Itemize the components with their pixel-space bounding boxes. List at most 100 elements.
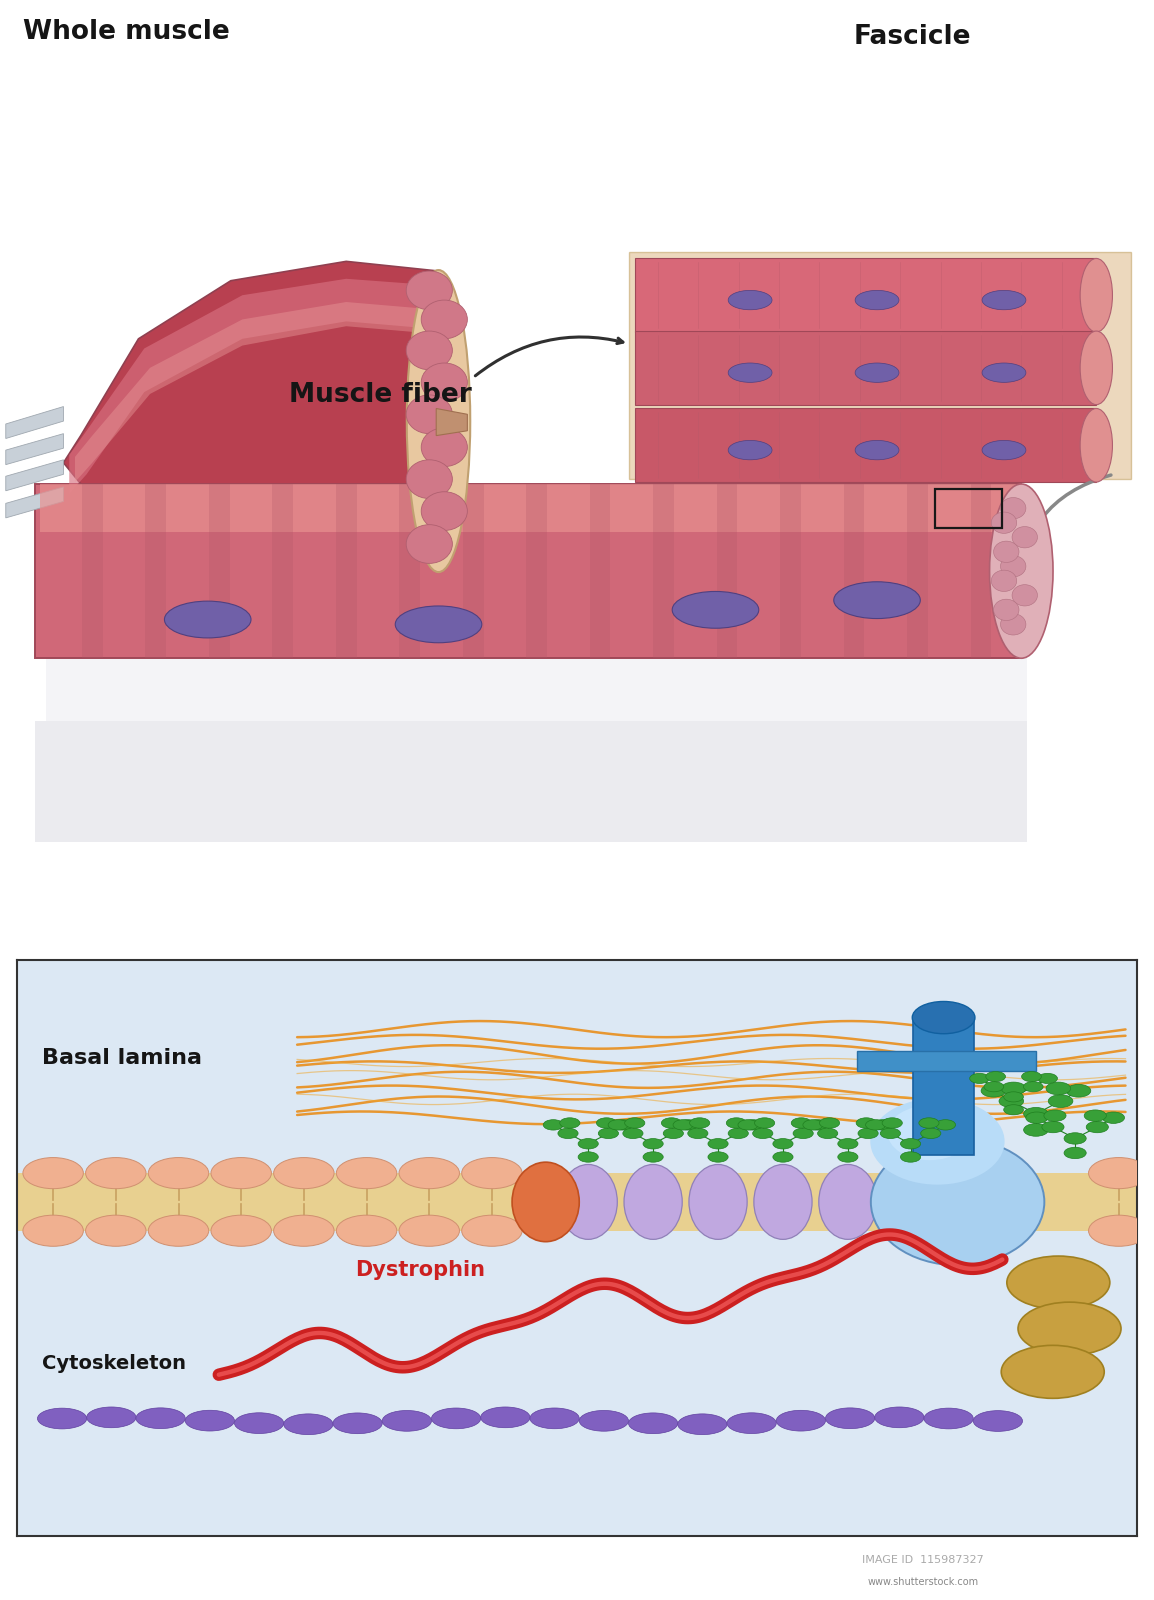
Text: Muscle fiber: Muscle fiber xyxy=(290,382,472,408)
Circle shape xyxy=(872,1120,893,1130)
Polygon shape xyxy=(913,1018,974,1155)
Circle shape xyxy=(1001,498,1026,518)
Polygon shape xyxy=(6,406,63,438)
Circle shape xyxy=(1085,1110,1107,1122)
Polygon shape xyxy=(145,483,166,658)
Circle shape xyxy=(1006,1256,1110,1309)
Ellipse shape xyxy=(855,290,899,310)
Circle shape xyxy=(882,1118,902,1128)
Circle shape xyxy=(690,1118,710,1128)
Polygon shape xyxy=(35,483,1021,658)
Circle shape xyxy=(23,1214,83,1246)
Polygon shape xyxy=(844,483,864,658)
Polygon shape xyxy=(635,259,1096,333)
Ellipse shape xyxy=(728,440,772,459)
Circle shape xyxy=(406,525,452,563)
Circle shape xyxy=(557,1128,578,1139)
Circle shape xyxy=(984,1082,1004,1091)
Circle shape xyxy=(1004,1091,1024,1102)
Circle shape xyxy=(688,1128,707,1139)
Circle shape xyxy=(598,1128,619,1139)
Circle shape xyxy=(707,1139,728,1149)
Circle shape xyxy=(1037,1074,1057,1083)
Ellipse shape xyxy=(982,290,1026,310)
Circle shape xyxy=(728,1128,748,1139)
Circle shape xyxy=(743,1120,763,1130)
Circle shape xyxy=(1018,1302,1121,1355)
Circle shape xyxy=(623,1128,643,1139)
Ellipse shape xyxy=(1080,259,1112,333)
Polygon shape xyxy=(6,434,63,464)
Polygon shape xyxy=(69,278,437,494)
Circle shape xyxy=(1012,526,1037,547)
Circle shape xyxy=(664,1128,683,1139)
Circle shape xyxy=(819,1118,840,1128)
Text: Cytoskeleton: Cytoskeleton xyxy=(42,1354,186,1373)
Circle shape xyxy=(936,1120,956,1130)
Circle shape xyxy=(921,1128,941,1139)
Text: shutterstock®: shutterstock® xyxy=(65,1560,235,1579)
Ellipse shape xyxy=(629,1413,677,1434)
Ellipse shape xyxy=(855,440,899,459)
Circle shape xyxy=(991,512,1017,533)
Ellipse shape xyxy=(624,1165,682,1240)
Text: Dystrophin: Dystrophin xyxy=(355,1259,486,1280)
Circle shape xyxy=(1026,1112,1048,1123)
Circle shape xyxy=(793,1128,814,1139)
Ellipse shape xyxy=(284,1414,334,1435)
Ellipse shape xyxy=(432,1408,481,1429)
Ellipse shape xyxy=(871,1139,1044,1266)
Ellipse shape xyxy=(334,1413,382,1434)
Circle shape xyxy=(866,1120,886,1130)
Polygon shape xyxy=(399,483,420,658)
Ellipse shape xyxy=(727,1413,777,1434)
Circle shape xyxy=(1048,1094,1073,1107)
Ellipse shape xyxy=(37,1408,87,1429)
Polygon shape xyxy=(35,722,1027,842)
Circle shape xyxy=(421,427,467,467)
Circle shape xyxy=(739,1120,758,1130)
Ellipse shape xyxy=(887,1106,972,1160)
Text: IMAGE ID  115987327: IMAGE ID 115987327 xyxy=(862,1555,984,1565)
Circle shape xyxy=(1001,614,1026,635)
Circle shape xyxy=(1102,1112,1124,1123)
Ellipse shape xyxy=(989,483,1052,658)
Circle shape xyxy=(673,1120,694,1130)
Circle shape xyxy=(981,1085,1006,1098)
Ellipse shape xyxy=(165,602,252,638)
Circle shape xyxy=(1088,1214,1149,1246)
Polygon shape xyxy=(780,483,801,658)
Circle shape xyxy=(803,1120,823,1130)
Circle shape xyxy=(421,491,467,531)
Polygon shape xyxy=(436,408,467,435)
Polygon shape xyxy=(653,483,674,658)
Ellipse shape xyxy=(672,592,759,629)
Circle shape xyxy=(969,1074,989,1083)
Ellipse shape xyxy=(186,1410,234,1430)
Ellipse shape xyxy=(882,1165,939,1240)
Ellipse shape xyxy=(406,270,471,573)
Polygon shape xyxy=(463,483,484,658)
Circle shape xyxy=(913,1002,975,1034)
Circle shape xyxy=(273,1214,335,1246)
Ellipse shape xyxy=(382,1411,432,1432)
Polygon shape xyxy=(336,483,357,658)
Circle shape xyxy=(1046,1082,1071,1094)
Circle shape xyxy=(1064,1147,1086,1158)
Circle shape xyxy=(85,1214,147,1246)
Text: Basal lamina: Basal lamina xyxy=(42,1048,202,1067)
Circle shape xyxy=(399,1214,459,1246)
Circle shape xyxy=(1088,1157,1149,1189)
Circle shape xyxy=(608,1120,628,1130)
Ellipse shape xyxy=(728,290,772,310)
Ellipse shape xyxy=(689,1165,747,1240)
Circle shape xyxy=(817,1128,838,1139)
Circle shape xyxy=(1042,1122,1064,1133)
Circle shape xyxy=(148,1214,209,1246)
Ellipse shape xyxy=(855,363,899,382)
Circle shape xyxy=(707,1152,728,1162)
Text: www.shutterstock.com: www.shutterstock.com xyxy=(868,1576,979,1587)
Circle shape xyxy=(1086,1122,1108,1133)
Circle shape xyxy=(881,1128,900,1139)
Circle shape xyxy=(1024,1123,1048,1136)
